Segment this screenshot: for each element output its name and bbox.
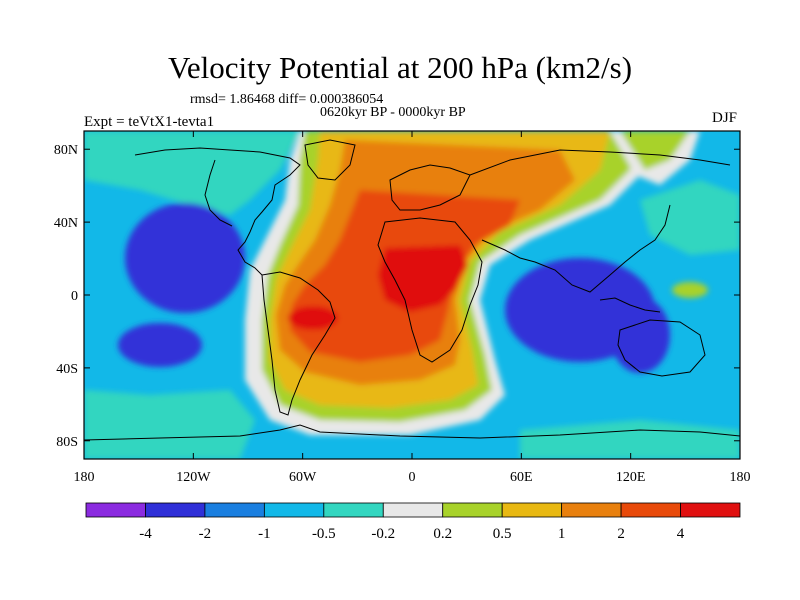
map-title: Velocity Potential at 200 hPa (km2/s) bbox=[167, 50, 633, 85]
coast-indonesia bbox=[599, 297, 661, 313]
colorbar-swatch bbox=[145, 502, 206, 518]
coast-south-america bbox=[261, 271, 336, 416]
colorbar-swatch bbox=[442, 502, 503, 518]
field-red-south-america bbox=[288, 306, 338, 330]
colorbar-swatch bbox=[620, 502, 681, 518]
x-tick-label: 180 bbox=[74, 470, 95, 485]
colorbar-label: 4 bbox=[677, 526, 685, 542]
field-teal-north-pacific bbox=[84, 131, 300, 215]
colorbar-labels: -4 -2 -1 -0.5 -0.2 0.2 0.5 1 2 4 bbox=[139, 526, 685, 542]
field-green-small-pacific bbox=[672, 282, 708, 298]
field-teal-south-ocean bbox=[520, 420, 740, 459]
colorbar-label: -0.5 bbox=[312, 526, 336, 542]
colorbar-swatch bbox=[680, 502, 741, 518]
y-tick-label: 80S bbox=[56, 435, 78, 450]
coast-north-america-west bbox=[204, 159, 233, 227]
colorbar-swatch bbox=[382, 502, 444, 518]
coast-asia-north bbox=[469, 149, 731, 176]
coast-greenland bbox=[304, 139, 356, 181]
colorbar-swatch bbox=[501, 502, 563, 518]
field-green-northeast bbox=[620, 131, 690, 170]
field-teal-west-pacific bbox=[640, 180, 740, 255]
season-label: DJF bbox=[712, 110, 738, 126]
colorbar-label: -1 bbox=[258, 526, 271, 542]
coast-asia-south bbox=[481, 204, 671, 293]
colorbar-swatch bbox=[561, 502, 622, 518]
coast-europe bbox=[389, 164, 471, 211]
x-tick-label: 0 bbox=[409, 470, 416, 485]
field-red-africa bbox=[378, 245, 468, 312]
experiment-label: Expt = teVtX1-tevta1 bbox=[84, 114, 215, 130]
colorbar-label: -0.2 bbox=[371, 526, 395, 542]
contour-field bbox=[84, 131, 740, 459]
axis-ticks bbox=[83, 131, 741, 459]
colorbar-swatch bbox=[85, 502, 146, 518]
y-tick-label: 40S bbox=[56, 362, 78, 377]
colorbar bbox=[85, 502, 741, 518]
x-tick-label: 60W bbox=[289, 470, 317, 485]
colorbar-label: 2 bbox=[617, 526, 625, 542]
field-dark-blue-pacific-south bbox=[118, 323, 202, 367]
y-tick-label: 80N bbox=[54, 143, 78, 158]
y-tick-label: 0 bbox=[71, 289, 78, 304]
coast-north-america bbox=[134, 147, 301, 276]
colorbar-label: 0.5 bbox=[493, 526, 512, 542]
x-tick-label: 180 bbox=[730, 470, 751, 485]
coastlines bbox=[84, 139, 740, 441]
x-tick-label: 120E bbox=[616, 470, 646, 485]
colorbar-swatch bbox=[263, 502, 325, 518]
rmsd-diff-stats: rmsd= 1.86468 diff= 0.000386054 bbox=[190, 92, 384, 107]
coast-africa bbox=[377, 217, 483, 363]
field-dark-blue-maritime bbox=[610, 297, 670, 373]
colorbar-swatch bbox=[204, 502, 265, 518]
colorbar-label: -4 bbox=[139, 526, 152, 542]
colorbar-label: 0.2 bbox=[433, 526, 452, 542]
field-teal-south-pacific bbox=[84, 390, 255, 459]
coast-antarctica bbox=[84, 424, 740, 441]
colorbar-label: 1 bbox=[558, 526, 566, 542]
x-tick-label: 60E bbox=[510, 470, 533, 485]
y-tick-label: 40N bbox=[54, 216, 78, 231]
field-dark-blue-pacific-north bbox=[125, 203, 245, 313]
coast-australia bbox=[617, 319, 706, 377]
y-axis-labels: 80N 40N 0 40S 80S bbox=[54, 143, 78, 450]
x-axis-labels: 180 120W 60W 0 60E 120E 180 bbox=[74, 470, 751, 485]
colorbar-label: -2 bbox=[199, 526, 212, 542]
colorbar-swatch bbox=[323, 502, 384, 518]
x-tick-label: 120W bbox=[176, 470, 211, 485]
period-label: 0620kyr BP - 0000kyr BP bbox=[320, 105, 466, 120]
